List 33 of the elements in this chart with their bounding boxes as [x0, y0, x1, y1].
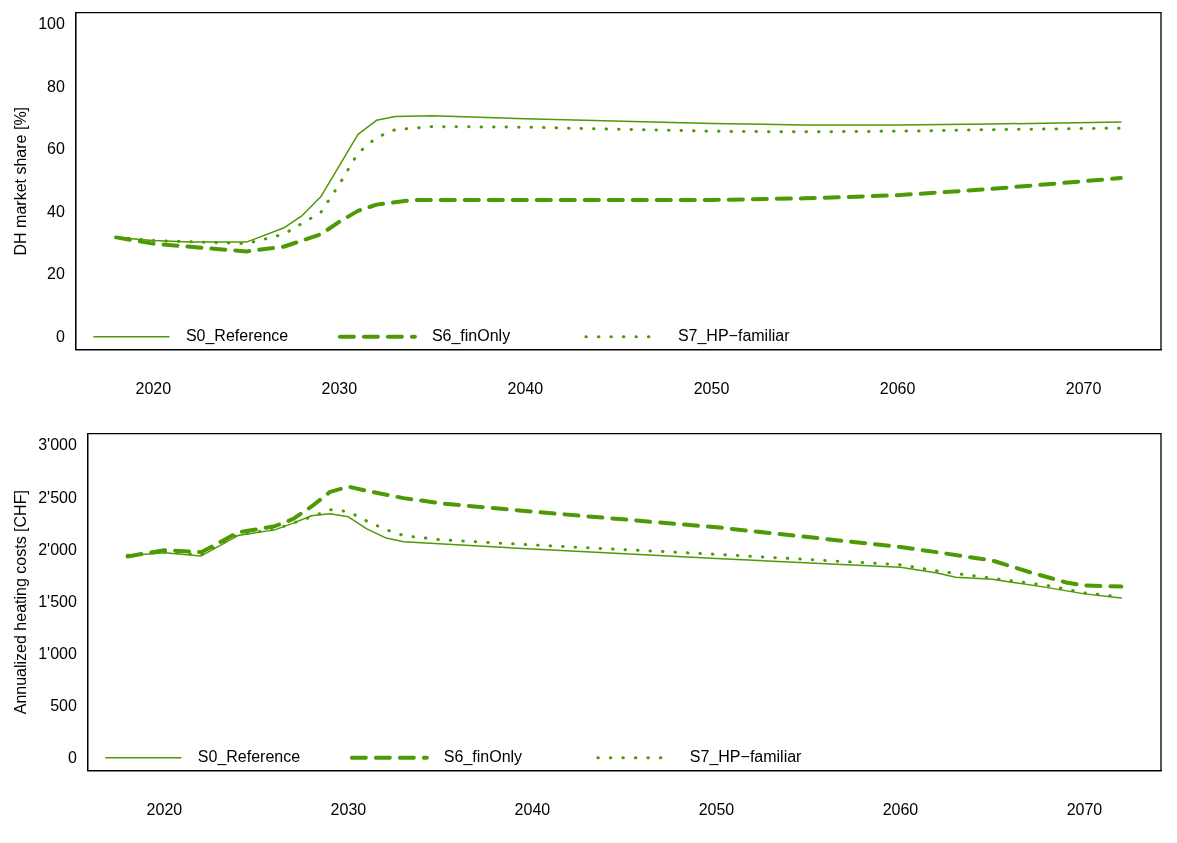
x-tick-label: 2070 — [1065, 379, 1102, 397]
y-axis-title: Annualized heating costs [CHF] — [12, 490, 30, 715]
y-axis-title: DH market share [%] — [12, 106, 30, 256]
x-tick-label: 2020 — [135, 379, 172, 397]
y-tick-label: 3'000 — [38, 436, 77, 454]
legend-label: S7_HP−familiar — [677, 327, 791, 346]
y-tick-label: 40 — [47, 202, 65, 220]
y-tick-label: 20 — [47, 265, 65, 283]
y-tick-label: 500 — [50, 696, 77, 714]
x-tick-label: 2030 — [330, 800, 367, 818]
x-tick-label: 2040 — [514, 800, 551, 818]
legend-label: S6_finOnly — [443, 748, 523, 767]
x-tick-label: 2060 — [879, 379, 916, 397]
x-tick-label: 2020 — [146, 800, 183, 818]
x-tick-label: 2060 — [882, 800, 919, 818]
legend-label: S0_Reference — [197, 748, 301, 767]
x-tick-label: 2030 — [321, 379, 358, 397]
x-tick-label: 2070 — [1066, 800, 1103, 818]
x-tick-label: 2050 — [698, 800, 735, 818]
y-tick-label: 0 — [55, 327, 65, 345]
y-tick-label: 60 — [47, 140, 65, 158]
legend-label: S6_finOnly — [431, 327, 511, 346]
y-tick-label: 1'500 — [38, 592, 77, 610]
y-tick-label: 0 — [67, 748, 77, 766]
y-tick-label: 80 — [47, 77, 65, 95]
y-tick-label: 2'000 — [38, 540, 77, 558]
legend-label: S7_HP−familiar — [689, 748, 803, 767]
legend-label: S0_Reference — [185, 327, 289, 346]
x-tick-label: 2050 — [693, 379, 730, 397]
y-tick-label: 1'000 — [38, 644, 77, 662]
y-tick-label: 100 — [38, 15, 65, 33]
y-tick-label: 2'500 — [38, 488, 77, 506]
x-tick-label: 2040 — [507, 379, 544, 397]
